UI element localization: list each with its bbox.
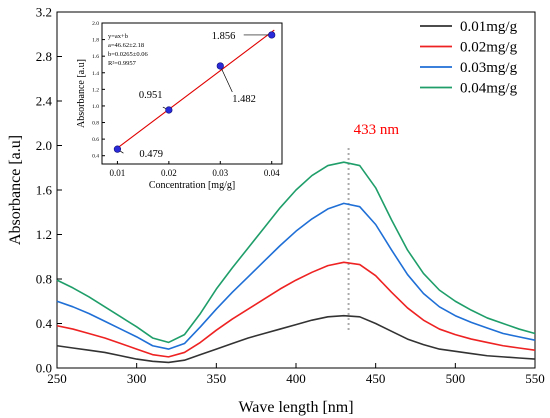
inset-y-tick-label: 1.8 (92, 38, 99, 44)
data-point (113, 145, 122, 153)
peak-annotation: 433 nm (354, 122, 400, 138)
y-tick-label: 2.0 (36, 138, 52, 153)
fit-line (114, 29, 275, 151)
y-tick-label: 0.8 (36, 272, 52, 287)
inset-x-tick-label: 0.01 (110, 168, 126, 178)
y-tick-label: 0.4 (36, 316, 53, 331)
y-tick-label: 2.4 (36, 94, 53, 109)
legend-label-3: 0.04mg/g (460, 81, 518, 97)
data-point (165, 106, 173, 114)
inset-y-tick-label: 1.6 (92, 54, 99, 60)
inset-x-tick-label: 0.03 (212, 168, 228, 178)
main-plot: 250 300 350 400 450 500 550 0.0 0.4 0.8 1.2 1.6 2.0 2… (7, 5, 545, 417)
point-label: 1.482 (232, 94, 256, 105)
fit-equation-line: a=46.62±2.18 (108, 42, 144, 49)
x-tick-label: 450 (366, 371, 386, 386)
inset-y-tick-label: 0.6 (92, 137, 99, 143)
series-line-1 (56, 261, 536, 358)
y-tick-label: 3.2 (36, 5, 52, 20)
inset-y-axis-title: Absorbance [a.u] (76, 59, 87, 128)
point-leader-line (219, 65, 233, 93)
point-label: 0.951 (139, 90, 163, 101)
series-line-3 (56, 161, 536, 344)
x-axis-title: Wave length [nm] (238, 399, 353, 416)
inset-y-tick-label: 1.4 (92, 71, 99, 77)
point-label: 1.856 (212, 31, 236, 42)
x-tick-label: 350 (207, 371, 227, 386)
legend-label-0: 0.01mg/g (460, 19, 518, 35)
x-tick-label: 400 (286, 371, 306, 386)
data-point (216, 62, 224, 70)
inset-y-tick-label: 0.8 (92, 121, 99, 127)
y-axis-title: Absorbance [a.u] (7, 135, 24, 245)
y-tick-label: 0.0 (36, 361, 52, 376)
series-line-2 (56, 202, 536, 350)
inset-y-tick-label: 1.0 (92, 104, 99, 110)
legend-label-2: 0.03mg/g (460, 60, 518, 76)
legend-label-1: 0.02mg/g (460, 40, 518, 56)
inset-x-tick-label: 0.02 (161, 168, 177, 178)
series-line-0 (56, 314, 536, 364)
inset-y-tick-label: 2.0 (92, 21, 99, 27)
y-tick-label: 1.6 (36, 183, 53, 198)
x-tick-label: 250 (47, 371, 67, 386)
fit-equation-line: b=0.0265±0.06 (108, 51, 148, 58)
calibration-inset: 0.01 0.02 0.03 0.04 0.4 0.6 0.8 1.0 1.2 1.4 1.6 1.8… (76, 21, 283, 191)
x-tick-label: 300 (127, 371, 147, 386)
y-tick-label: 1.2 (36, 227, 52, 242)
x-tick-label: 500 (446, 371, 466, 386)
inset-y-tick-label: 0.4 (92, 154, 99, 160)
y-tick-label: 2.8 (36, 49, 52, 64)
fit-equation-line: y=ax+b (108, 33, 128, 40)
inset-x-tick-label: 0.04 (264, 168, 280, 178)
x-tick-label: 550 (525, 371, 545, 386)
data-point (268, 31, 276, 39)
inset-x-axis-title: Concentration [mg/g] (149, 180, 235, 191)
fit-equation-line: R²=0.9957 (108, 60, 137, 67)
inset-y-tick-label: 1.2 (92, 87, 99, 93)
point-label: 0.479 (139, 149, 163, 160)
